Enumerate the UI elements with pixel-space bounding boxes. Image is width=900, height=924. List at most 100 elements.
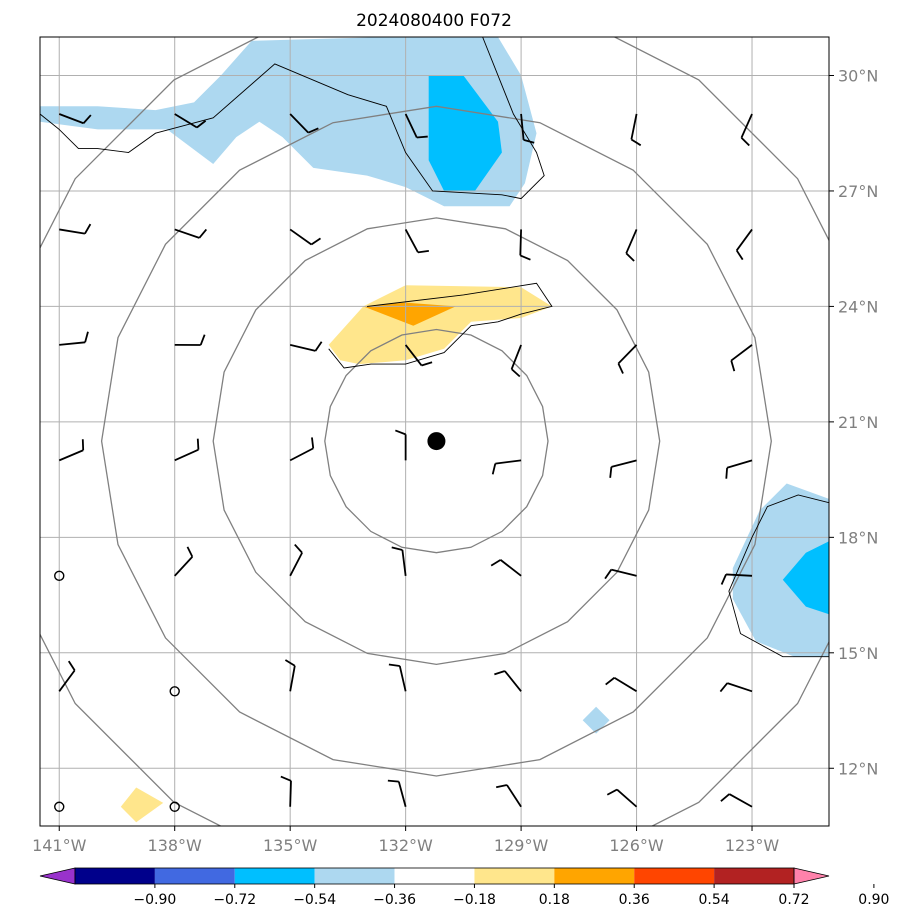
wind-barb: [280, 775, 292, 807]
map-frame: [39, 36, 830, 827]
wind-barb: [58, 439, 85, 462]
wind-barb: [289, 341, 323, 352]
x-tick-label-1: 138°W: [148, 836, 203, 855]
colorbar-frame: [74, 867, 795, 885]
wind-barb: [605, 677, 638, 693]
colorbar-segment: [394, 868, 475, 884]
colorbar-label: 0.90: [858, 892, 889, 908]
wind-barb: [720, 793, 753, 808]
wind-barb: [174, 438, 200, 462]
wind-barb: [289, 228, 322, 246]
axis-ticks: 141°W 138°W 135°W 132°W 129°W 126°W 123°W 12°N 1…: [32, 66, 878, 855]
wind-barb: [284, 659, 296, 692]
shaded-region-7: [120, 787, 164, 823]
y-tick-label-6: 30°N: [838, 66, 878, 85]
range-ring-3: [40, 37, 829, 826]
x-tick-label-5: 126°W: [609, 836, 664, 855]
colorbar-label: −0.90: [133, 892, 176, 908]
wind-barb: [520, 113, 535, 144]
colorbar-label: 0.72: [778, 892, 809, 908]
wind-barb-calm: [54, 801, 65, 812]
wind-barb: [494, 670, 522, 692]
colorbar-segment: [314, 868, 395, 884]
y-tick-label-0: 12°N: [838, 759, 878, 778]
contour-line-2: [728, 494, 829, 658]
x-tick-label-6: 123°W: [725, 836, 780, 855]
wind-barb: [491, 459, 522, 475]
wind-barb: [391, 546, 407, 576]
colorbar-segment: [474, 868, 555, 884]
shaded-region-0: [40, 37, 537, 207]
wind-barb: [490, 559, 522, 577]
wind-barb: [58, 660, 76, 692]
wind-barb: [725, 459, 753, 479]
wind-barb: [395, 429, 407, 461]
wind-barb: [174, 228, 208, 239]
colorbar-segment: [714, 868, 794, 884]
wind-barb: [174, 113, 207, 129]
wind-barb: [625, 229, 638, 262]
range-ring-2: [100, 105, 772, 777]
contour-lines: [40, 37, 829, 658]
colorbar-label: −0.54: [293, 892, 336, 908]
colorbar-segment: [634, 868, 715, 884]
range-rings: [40, 37, 829, 826]
y-tick-label-1: 15°N: [838, 644, 878, 663]
wind-barb: [404, 229, 429, 254]
wind-barb: [519, 229, 531, 261]
wind-barb: [617, 344, 638, 374]
storm-center-marker: [427, 432, 446, 451]
wind-barb: [606, 788, 638, 808]
colorbar-extend-high: [793, 867, 830, 885]
wind-barb: [604, 568, 637, 580]
colorbar: −0.90 −0.72 −0.54 −0.36 −0.18 0.18 0.36 0.54 0.7…: [39, 867, 889, 908]
y-tick-label-5: 27°N: [838, 182, 878, 201]
x-tick-label-3: 132°W: [378, 836, 433, 855]
colorbar-segment: [234, 868, 315, 884]
wind-barb: [58, 113, 92, 125]
x-tick-label-0: 141°W: [32, 836, 87, 855]
shaded-region-1: [428, 75, 502, 191]
wind-barb: [495, 784, 522, 808]
range-ring-0: [324, 328, 549, 554]
colorbar-label: −0.18: [453, 892, 496, 908]
wind-barb: [720, 573, 753, 585]
wind-barb: [510, 344, 522, 378]
colorbar-segment: [75, 868, 155, 884]
colorbar-label: 0.54: [699, 892, 730, 908]
wind-barb: [630, 113, 642, 147]
wind-barb: [59, 331, 89, 346]
contour-line-1: [328, 282, 553, 369]
wind-barbs: [54, 113, 753, 812]
wind-barb: [289, 543, 303, 577]
wind-barb: [289, 113, 319, 134]
shading-layer: [40, 37, 829, 823]
wind-barb: [740, 113, 753, 147]
wind-barb: [59, 223, 92, 235]
y-tick-label-3: 21°N: [838, 413, 878, 432]
colorbar-segment: [554, 868, 635, 884]
wind-barb: [387, 779, 407, 807]
colorbar-label: 0.18: [539, 892, 570, 908]
wind-barb: [174, 334, 206, 346]
shaded-region-6: [363, 302, 456, 326]
colorbar-segment: [154, 868, 235, 884]
colorbar-label: −0.36: [373, 892, 416, 908]
x-tick-label-2: 135°W: [263, 836, 318, 855]
storm-center: [427, 432, 446, 451]
y-tick-label-2: 18°N: [838, 528, 878, 547]
wind-barb-calm: [169, 686, 180, 697]
wind-barb: [388, 663, 407, 692]
wind-barb-calm: [54, 570, 65, 582]
wind-barb: [174, 546, 194, 577]
wind-barb: [609, 459, 637, 478]
contour-line-0: [40, 37, 545, 200]
wind-barb: [735, 228, 753, 261]
colorbar-extend-low: [39, 867, 76, 885]
grid-layer: [40, 37, 829, 826]
wind-barb: [730, 344, 753, 372]
wind-barb-calm: [169, 801, 180, 812]
x-tick-label-4: 129°W: [494, 836, 549, 855]
range-ring-1: [212, 217, 661, 666]
